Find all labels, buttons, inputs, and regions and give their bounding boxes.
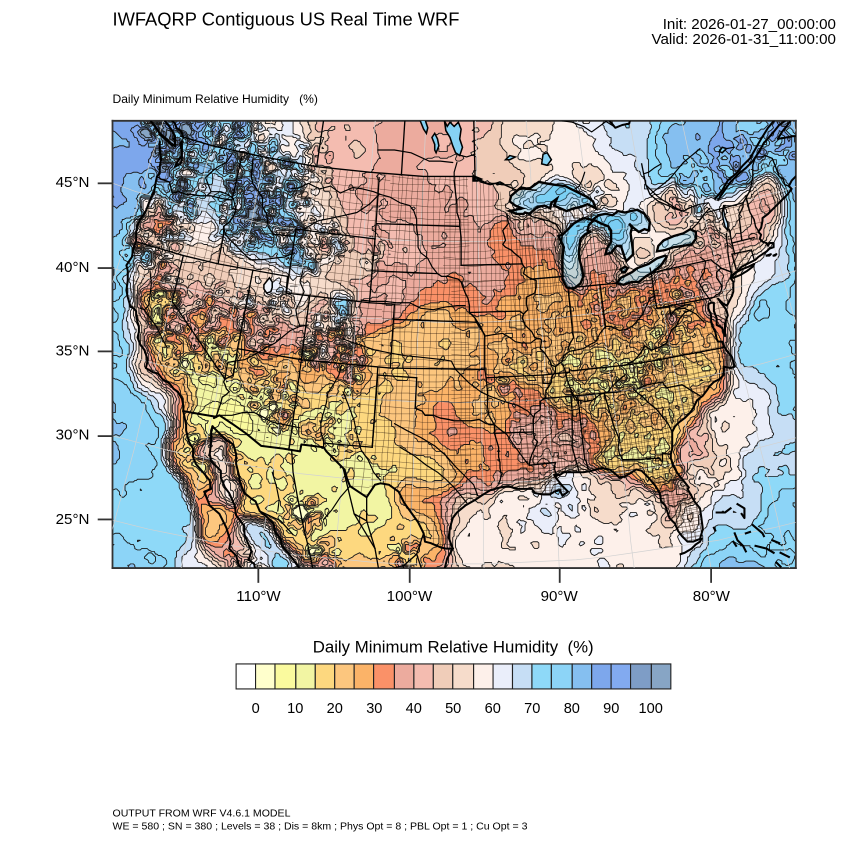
svg-text:20: 20: [327, 701, 343, 717]
svg-text:30°N: 30°N: [56, 426, 90, 443]
svg-text:80°W: 80°W: [693, 588, 731, 605]
svg-text:25°N: 25°N: [56, 511, 90, 528]
svg-text:IWFAQRP Contiguous US Real Tim: IWFAQRP Contiguous US Real Time WRF: [113, 9, 460, 30]
svg-text:Valid: 2026-01-31_11:00:00: Valid: 2026-01-31_11:00:00: [652, 31, 836, 48]
svg-text:30: 30: [366, 701, 382, 717]
svg-text:35°N: 35°N: [56, 343, 90, 360]
svg-text:90: 90: [603, 701, 619, 717]
svg-text:60: 60: [485, 701, 501, 717]
svg-text:70: 70: [524, 701, 540, 717]
svg-text:Daily Minimum Relative Humidit: Daily Minimum Relative Humidity (%): [313, 637, 594, 656]
svg-text:80: 80: [564, 701, 580, 717]
svg-text:OUTPUT FROM WRF V4.6.1 MODEL: OUTPUT FROM WRF V4.6.1 MODEL: [113, 808, 291, 820]
svg-text:45°N: 45°N: [56, 174, 90, 191]
svg-text:0: 0: [252, 701, 260, 717]
svg-text:40: 40: [406, 701, 422, 717]
svg-text:WE = 580 ; SN = 380 ; Levels =: WE = 580 ; SN = 380 ; Levels = 38 ; Dis …: [113, 821, 528, 833]
svg-text:Init: 2026-01-27_00:00:00: Init: 2026-01-27_00:00:00: [663, 16, 836, 33]
svg-text:100°W: 100°W: [387, 588, 433, 605]
svg-text:Daily Minimum Relative Humidit: Daily Minimum Relative Humidity (%): [113, 92, 318, 106]
svg-text:10: 10: [287, 701, 303, 717]
svg-text:40°N: 40°N: [56, 259, 90, 276]
svg-text:100: 100: [639, 701, 663, 717]
svg-text:90°W: 90°W: [541, 588, 579, 605]
svg-text:110°W: 110°W: [236, 588, 281, 605]
svg-text:50: 50: [445, 701, 461, 717]
